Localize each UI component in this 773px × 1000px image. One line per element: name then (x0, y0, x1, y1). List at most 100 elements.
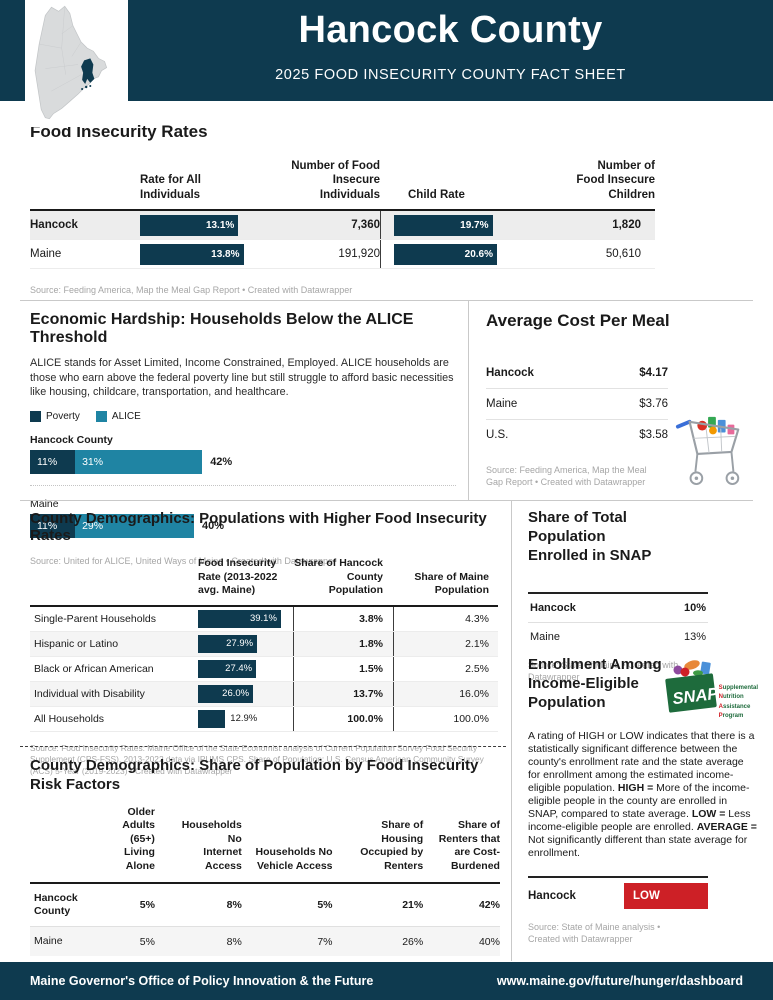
section-title: County Demographics: Share of Population… (30, 757, 479, 793)
rates-table: Rate for All Individuals Number of Food … (30, 159, 655, 270)
table-row: Maine 13% (530, 631, 706, 644)
demographics-table-header: Food Insecurity Rate (2013-2022 avg. Mai… (30, 557, 498, 607)
source-note: Source: United for ALICE, United Ways of… (30, 555, 336, 566)
avg-cost-per-meal-section: Average Cost Per Meal Hancock $4.17 Maine… (486, 311, 744, 488)
risk-factors-section: County Demographics: Share of Population… (30, 757, 500, 979)
snap-logo: SNAP Supplemental Nutrition Assistance P… (664, 658, 758, 721)
enrollment-description: A rating of HIGH or LOW indicates that t… (528, 730, 757, 860)
table-row: Individual with Disability 26.0% 13.7% 1… (30, 681, 498, 707)
col-rate-all: Rate for All Individuals (140, 174, 201, 201)
bar-group-label: Hancock County (30, 433, 113, 446)
col-child-rate: Child Rate (408, 188, 465, 201)
rate-bar: 27.9% (198, 634, 258, 653)
rates-table-header: Rate for All Individuals Number of Food … (30, 159, 655, 212)
footer-bar: Maine Governor's Office of Policy Innova… (0, 962, 773, 1000)
maine-map-panel (25, 0, 128, 127)
section-title: Enrollment Among Income-Eligible Populat… (528, 656, 662, 711)
col-older-adults: Older Adults (65+) Living Alone (122, 805, 155, 873)
svg-text:SNAP: SNAP (671, 685, 716, 709)
source-note: Source: State of Maine analysis • Create… (528, 922, 661, 945)
poverty-legend-swatch (30, 410, 41, 422)
snap-share-table: Hancock 10% Maine 13% (528, 592, 708, 651)
table-row-hancock: Hancock 13.1% 7,360 19.7% 1,820 (30, 211, 655, 241)
section-title: County Demographics: Populations with Hi… (30, 510, 487, 544)
county-label: Hancock (528, 890, 576, 903)
rate-bar: 13.1% (140, 214, 239, 236)
table-row: U.S. $3.58 (486, 429, 668, 441)
risk-table-header: Older Adults (65+) Living Alone Househol… (30, 806, 500, 884)
source-note: Source: Food Insecurity Rates: Maine Off… (30, 742, 484, 776)
source-note: Source: Feeding America, Map the Meal Ga… (30, 285, 353, 296)
col-num-children: Number of Food Insecure Children (576, 160, 655, 201)
table-row-maine: Maine 13.8% 191,920 20.6% 50,610 (30, 240, 655, 270)
footer-org: Maine Governor's Office of Policy Innova… (30, 974, 374, 988)
source-note: Source: Feeding America, Map the Meal Ga… (486, 465, 647, 488)
page-title: Hancock County (298, 9, 603, 51)
col-num-individuals: Number of Food Insecure Individuals (291, 160, 380, 201)
rate-bar: 39.1% (198, 609, 281, 628)
alice-legend-swatch (95, 410, 107, 422)
divider (30, 484, 456, 486)
divider (511, 501, 512, 961)
rate-bar: 27.4% (198, 659, 257, 678)
header-banner: Hancock County 2025 FOOD INSECURITY COUN… (0, 0, 773, 101)
col-renters: Share of Housing Occupied by Renters (360, 819, 424, 873)
rate-bar: 13.8% (140, 243, 244, 265)
col-share-maine: Share of Maine Population (414, 570, 489, 597)
rating-badge: LOW (624, 883, 708, 910)
child-rate-bar: 19.7% (394, 214, 493, 236)
shopping-cart-icon (675, 416, 740, 486)
bar-total-label: 40% (201, 519, 225, 532)
col-share-hancock: Share of Hancock County Population (294, 557, 383, 597)
source-note: Source: State of Maine • Created with Da… (528, 660, 679, 683)
legend-label: Poverty (46, 410, 80, 422)
table-row: All Households 12.9% 100.0% 100.0% (30, 706, 498, 732)
divider (20, 300, 753, 301)
enrollment-rating-row: Hancock LOW (528, 876, 708, 910)
alice-bar-segment: 31% (75, 449, 203, 474)
col-no-internet: Households No Internet Access (181, 819, 242, 873)
divider (468, 301, 469, 500)
col-cost-burdened: Share of Renters that are Cost- Burdened (438, 819, 500, 873)
alice-threshold-section: Economic Hardship: Households Below the … (30, 311, 456, 567)
child-rate-bar: 20.6% (394, 243, 497, 265)
enrollment-section: Enrollment Among Income-Eligible Populat… (528, 656, 758, 946)
stacked-bar-hancock: 11% 31% 42% (30, 449, 456, 474)
page-subtitle: 2025 FOOD INSECURITY COUNTY FACT SHEET (275, 67, 626, 83)
section-title: Share of Total Population Enrolled in SN… (528, 509, 652, 564)
demographics-section: County Demographics: Populations with Hi… (30, 510, 498, 777)
legend: Poverty ALICE (30, 410, 456, 422)
section-title: Average Cost Per Meal (486, 311, 670, 330)
table-row: Hancock $4.17 (486, 358, 668, 389)
table-row: Black or African American 27.4% 1.5% 2.5… (30, 656, 498, 682)
bar-total-label: 42% (210, 455, 233, 468)
food-insecurity-rates-section: Food Insecurity Rates Rate for All Indiv… (30, 122, 655, 296)
poverty-bar-segment: 11% (30, 513, 76, 538)
col-no-vehicle: Households No Vehicle Access (255, 846, 333, 873)
footer-url-link[interactable]: www.maine.gov/future/hunger/dashboard (496, 974, 743, 988)
rate-bar (198, 709, 226, 728)
maine-county-map-icon (34, 5, 107, 120)
meal-cost-table: Hancock $4.17 Maine $3.76 U.S. $3.58 (486, 358, 668, 450)
hancock-county-shape (80, 58, 94, 84)
snap-bag-icon: SNAP (664, 660, 717, 713)
divider (20, 500, 753, 501)
snap-share-section: Share of Total Population Enrolled in SN… (528, 509, 708, 684)
dashed-divider (20, 746, 506, 747)
snap-logo-text: Supplemental Nutrition Assistance Progra… (718, 685, 758, 719)
demographics-table-body: Single-Parent Households 39.1% 3.8% 4.3%… (30, 606, 498, 732)
legend-label: ALICE (111, 410, 141, 422)
alice-bar-segment: 29% (75, 513, 194, 538)
table-row: Maine $3.76 (486, 389, 668, 420)
table-row-hancock: Hancock County 5% 8% 5% 21% 42% (30, 884, 500, 927)
table-row: Single-Parent Households 39.1% 3.8% 4.3% (30, 606, 498, 632)
section-title: Economic Hardship: Households Below the … (30, 311, 414, 346)
stacked-bar-maine: 11% 29% 40% (30, 513, 456, 538)
table-row: Hispanic or Latino 27.9% 1.8% 2.1% (30, 631, 498, 657)
col-food-insecurity-rate: Food Insecurity Rate (2013-2022 avg. Mai… (198, 557, 278, 597)
rate-bar: 26.0% (198, 684, 254, 703)
table-row-maine: Maine 5% 8% 7% 26% 40% (30, 926, 500, 957)
table-row: Hancock 10% (528, 594, 708, 624)
poverty-bar-segment: 11% (30, 449, 76, 474)
